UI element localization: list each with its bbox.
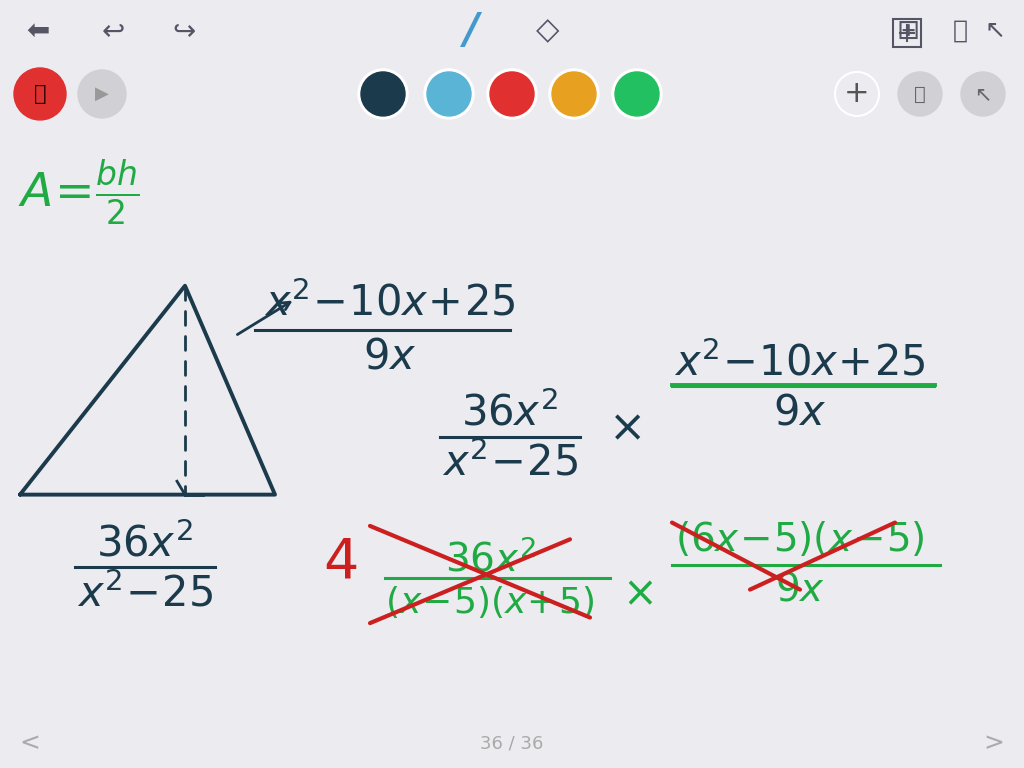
Text: 36 / 36: 36 / 36 (480, 734, 544, 752)
Circle shape (961, 72, 1005, 116)
Circle shape (487, 69, 537, 119)
Circle shape (78, 70, 126, 118)
Circle shape (612, 69, 662, 119)
Text: ✋: ✋ (914, 84, 926, 104)
Text: $(x\!-\!5)(x\!+\!5)$: $(x\!-\!5)(x\!+\!5)$ (385, 584, 595, 620)
Circle shape (898, 72, 942, 116)
Text: $36x^2$: $36x^2$ (444, 539, 536, 579)
Text: ↖: ↖ (974, 84, 992, 104)
Text: $x^2\!-\!25$: $x^2\!-\!25$ (442, 442, 579, 485)
Text: $A\!=\!\frac{bh}{2}$: $A\!=\!\frac{bh}{2}$ (18, 157, 139, 229)
Text: ↩: ↩ (101, 17, 125, 45)
Text: ↪: ↪ (172, 17, 196, 45)
Circle shape (14, 68, 66, 120)
Text: 🎤: 🎤 (34, 84, 46, 104)
Text: $\times$: $\times$ (623, 572, 653, 614)
Text: ◇: ◇ (537, 16, 560, 45)
Text: ⬅: ⬅ (27, 17, 49, 45)
Text: $36x^2$: $36x^2$ (462, 392, 558, 435)
Text: ▶: ▶ (95, 85, 109, 103)
Text: $9x$: $9x$ (773, 392, 826, 434)
Text: $9x$: $9x$ (775, 571, 825, 608)
Circle shape (552, 72, 596, 116)
Circle shape (424, 69, 474, 119)
Circle shape (358, 69, 408, 119)
Text: ↖: ↖ (984, 19, 1006, 43)
Circle shape (615, 72, 659, 116)
Text: $9x$: $9x$ (364, 336, 417, 378)
Text: /: / (464, 10, 479, 52)
Text: $(6x\!-\!5)(x\!-\!5)$: $(6x\!-\!5)(x\!-\!5)$ (675, 521, 925, 559)
Text: $x^2\!-\!10x\!+\!25$: $x^2\!-\!10x\!+\!25$ (264, 283, 516, 325)
Circle shape (549, 69, 599, 119)
Text: $4$: $4$ (323, 535, 357, 588)
Text: $\times$: $\times$ (608, 406, 642, 449)
Text: >: > (984, 731, 1005, 755)
Text: <: < (19, 731, 40, 755)
Text: +: + (844, 79, 869, 108)
Circle shape (361, 72, 406, 116)
Text: $x^2\!-\!10x\!+\!25$: $x^2\!-\!10x\!+\!25$ (674, 342, 926, 384)
Circle shape (490, 72, 534, 116)
Text: ⊞: ⊞ (896, 17, 920, 45)
Text: ✋: ✋ (952, 19, 968, 43)
Text: $36x^2$: $36x^2$ (96, 522, 194, 565)
Circle shape (427, 72, 471, 116)
Text: $x^2\!-\!25$: $x^2\!-\!25$ (77, 573, 213, 615)
